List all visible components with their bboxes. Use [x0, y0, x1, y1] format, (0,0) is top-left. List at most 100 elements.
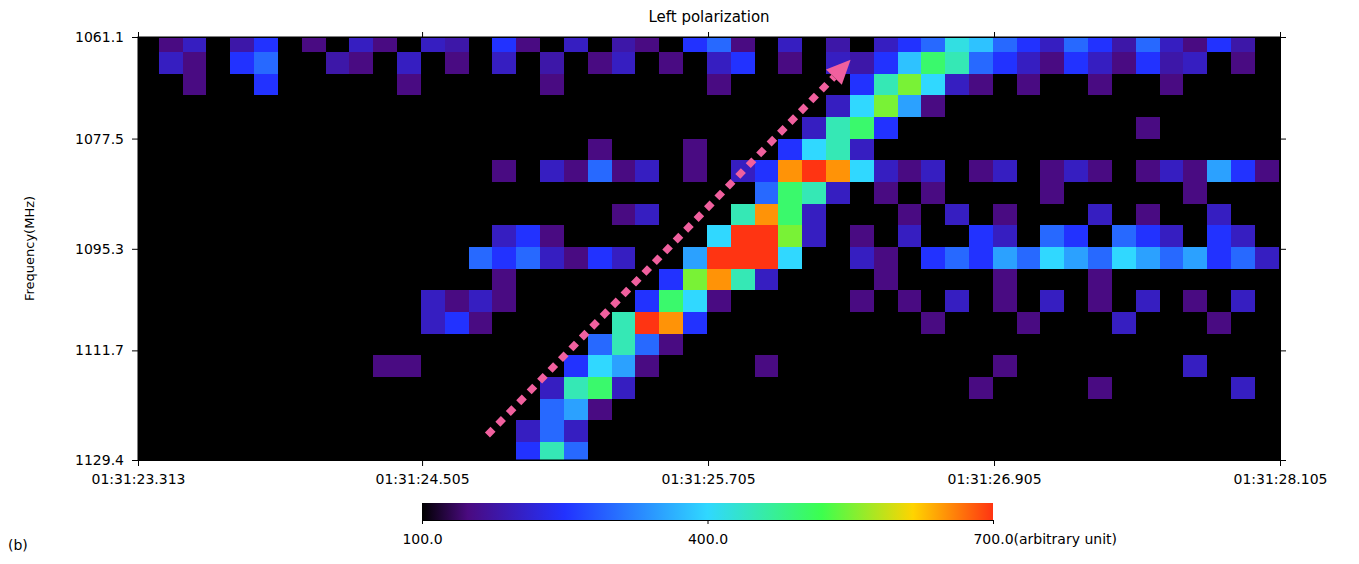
heatmap-cell — [1088, 247, 1112, 269]
heatmap-cell — [1136, 117, 1160, 139]
heatmap-cell — [778, 37, 802, 52]
tick-mark — [994, 32, 995, 37]
heatmap-cell — [564, 225, 588, 247]
heatmap-cell — [826, 160, 850, 182]
heatmap-cell — [1040, 420, 1064, 442]
tick — [708, 32, 709, 37]
heatmap-cell — [683, 52, 707, 74]
heatmap-cell — [373, 399, 397, 421]
heatmap-cell — [1064, 247, 1088, 269]
heatmap-cell — [1112, 182, 1136, 204]
heatmap-cell — [850, 442, 874, 460]
heatmap-cell — [421, 269, 445, 291]
heatmap-cell — [492, 37, 516, 52]
heatmap-cell — [659, 160, 683, 182]
heatmap-cell — [921, 399, 945, 421]
heatmap-cell — [921, 182, 945, 204]
heatmap-cell — [898, 117, 922, 139]
heatmap-cell — [612, 37, 636, 52]
heatmap-cell — [707, 399, 731, 421]
heatmap-cell — [1040, 182, 1064, 204]
y-axis-title: Frequency(MHz) — [22, 196, 37, 301]
heatmap-cell — [659, 74, 683, 96]
heatmap-cell — [1064, 95, 1088, 117]
heatmap-cell — [707, 37, 731, 52]
heatmap-cell — [326, 52, 350, 74]
heatmap-cell — [635, 442, 659, 460]
heatmap-cell — [278, 74, 302, 96]
heatmap-cell — [326, 225, 350, 247]
heatmap-cell — [1136, 399, 1160, 421]
heatmap-cell — [230, 420, 254, 442]
tick — [1280, 460, 1286, 461]
heatmap-cell — [1017, 334, 1041, 356]
heatmap-cell — [1255, 377, 1279, 399]
heatmap-cell — [516, 160, 540, 182]
heatmap-cell — [1160, 312, 1184, 334]
heatmap-cell — [159, 225, 183, 247]
heatmap-cell — [540, 442, 564, 460]
heatmap-cell — [1136, 204, 1160, 226]
heatmap-cell — [302, 52, 326, 74]
heatmap-cell — [659, 37, 683, 52]
heatmap-cell — [302, 442, 326, 460]
tick: 01:31:26.905 — [947, 460, 1041, 487]
heatmap-cell — [1088, 74, 1112, 96]
heatmap-cell — [874, 355, 898, 377]
heatmap-cell — [1064, 290, 1088, 312]
heatmap-cell — [183, 334, 207, 356]
heatmap-cell — [826, 290, 850, 312]
heatmap-cell — [683, 442, 707, 460]
heatmap-cell — [778, 334, 802, 356]
tick-mark — [422, 460, 423, 466]
heatmap-cell — [159, 74, 183, 96]
heatmap-cell — [1231, 225, 1255, 247]
heatmap-cell — [945, 182, 969, 204]
heatmap-cell — [159, 139, 183, 161]
heatmap-cell — [731, 290, 755, 312]
heatmap-cell — [1207, 117, 1231, 139]
heatmap-cell — [1017, 442, 1041, 460]
panel-label: (b) — [8, 537, 28, 553]
heatmap-cell — [755, 442, 779, 460]
heatmap-cell — [349, 160, 373, 182]
heatmap-cell — [206, 247, 230, 269]
heatmap-cell — [445, 355, 469, 377]
heatmap-cell — [302, 37, 326, 52]
heatmap-cell — [278, 139, 302, 161]
heatmap-cell — [1231, 182, 1255, 204]
heatmap-cell — [326, 160, 350, 182]
heatmap-cell — [349, 442, 373, 460]
heatmap-cell — [588, 139, 612, 161]
heatmap-cell — [612, 269, 636, 291]
heatmap-cell — [373, 117, 397, 139]
heatmap-cell — [326, 377, 350, 399]
heatmap-cell — [802, 204, 826, 226]
heatmap-cell — [278, 399, 302, 421]
heatmap-cell — [1017, 182, 1041, 204]
heatmap-cell — [540, 290, 564, 312]
heatmap-cell — [850, 74, 874, 96]
heatmap-cell — [731, 37, 755, 52]
heatmap-cell — [278, 269, 302, 291]
heatmap-cell — [278, 377, 302, 399]
heatmap-cell — [230, 334, 254, 356]
heatmap-cell — [469, 95, 493, 117]
heatmap-cell — [1017, 355, 1041, 377]
heatmap-cell — [183, 52, 207, 74]
heatmap-cell — [1136, 290, 1160, 312]
heatmap-cell — [349, 420, 373, 442]
heatmap-cell — [874, 290, 898, 312]
heatmap-cell — [612, 420, 636, 442]
heatmap-cell — [326, 269, 350, 291]
heatmap-cell — [898, 269, 922, 291]
heatmap-cell — [1231, 312, 1255, 334]
heatmap-cell — [778, 247, 802, 269]
heatmap-cell — [183, 269, 207, 291]
heatmap-cell — [564, 117, 588, 139]
heatmap-cell — [278, 442, 302, 460]
heatmap-cell — [516, 117, 540, 139]
heatmap-cell — [1088, 334, 1112, 356]
axis: 100.0400.0700.0(arbitrary unit) — [402, 520, 1117, 547]
heatmap-cell — [469, 355, 493, 377]
